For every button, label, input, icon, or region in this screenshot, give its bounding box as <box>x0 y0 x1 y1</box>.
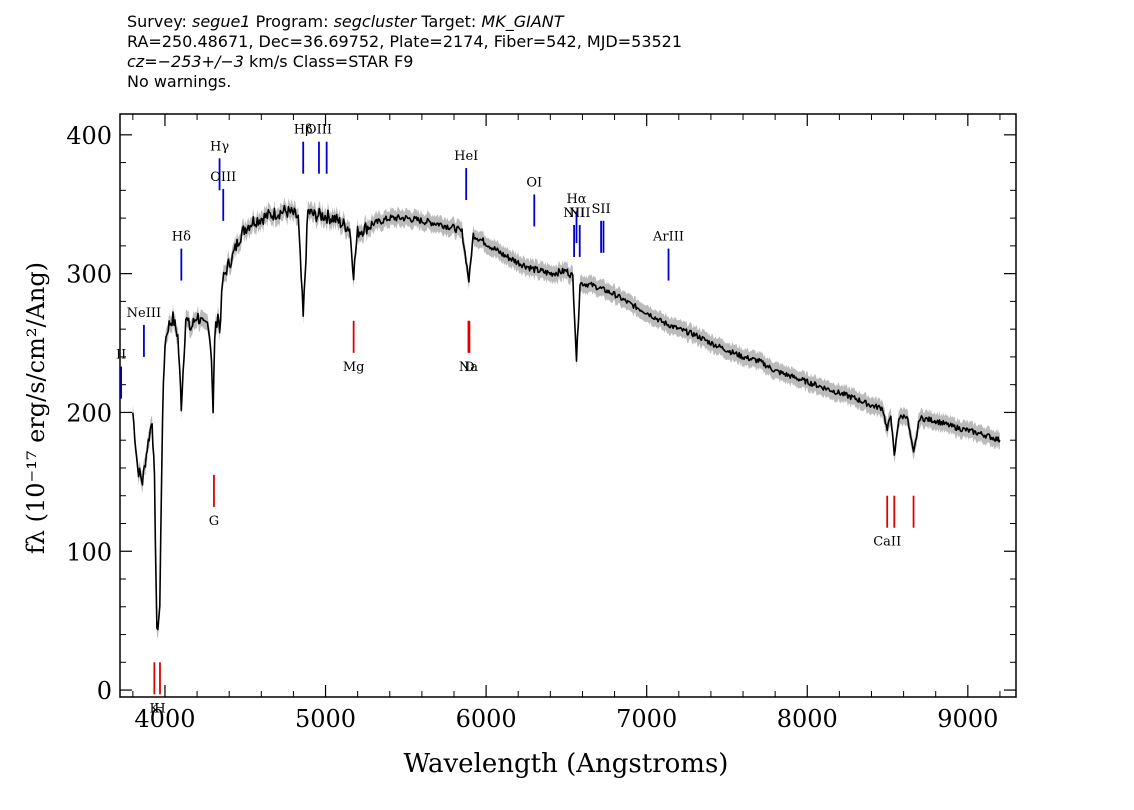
x-tick-label: 5000 <box>295 705 356 733</box>
cz-units-class: km/s Class=STAR F9 <box>249 52 414 71</box>
x-tick-label: 8000 <box>777 705 838 733</box>
emission-line-label: Hδ <box>172 230 191 245</box>
survey-label: Survey: <box>127 12 187 31</box>
absorption-line-label: Mg <box>343 360 365 375</box>
x-axis-label: Wavelength (Angstroms) <box>404 749 729 779</box>
emission-line-label: Hα <box>566 192 586 207</box>
y-tick-label: 0 <box>97 677 112 705</box>
target-value: MK_GIANT <box>481 12 564 31</box>
emission-line-label: NeIII <box>127 306 161 321</box>
plot-frame <box>119 113 1017 698</box>
target-label: Target: <box>421 12 477 31</box>
emission-line-label: NII <box>563 206 585 221</box>
emission-line-label: SII <box>591 202 610 217</box>
emission-line-label: HeI <box>454 149 478 164</box>
absorption-line-label: D <box>464 360 474 375</box>
header-line-2: RA=250.48671, Dec=36.69752, Plate=2174, … <box>127 32 683 51</box>
plot-axes: 4000 5000 6000 7000 8000 9000 0 100 200 300 400 <box>66 113 1017 733</box>
absorption-line-label: G <box>209 514 219 529</box>
y-axis-label: fλ (10⁻¹⁷ erg/s/cm²/Ang) <box>22 262 50 554</box>
header-line-1: Survey: segue1 Program: segcluster Targe… <box>127 12 682 32</box>
x-tick-label: 7000 <box>616 705 677 733</box>
emission-line-label: NII <box>569 206 591 221</box>
absorption-line-label: Na <box>459 360 478 375</box>
x-tick-label: 4000 <box>134 705 195 733</box>
cz-value: −253+/−3 <box>157 52 244 71</box>
x-tick-label: 6000 <box>456 705 517 733</box>
absorption-line-label: K <box>150 701 160 716</box>
y-tick-label: 300 <box>66 261 112 289</box>
error-band-group <box>132 197 1000 638</box>
absorption-line-label: CaII <box>873 535 901 550</box>
absorption-line-label: H <box>154 701 165 716</box>
emission-line-label: ArIII <box>652 230 684 245</box>
spectrum-line-group <box>132 204 1001 631</box>
emission-line-label: Hβ <box>294 123 313 138</box>
cz-label: cz= <box>127 52 158 71</box>
spectrum-line <box>132 204 1001 631</box>
header-line-3: cz=−253+/−3 km/s Class=STAR F9 <box>127 52 682 72</box>
emission-line-label: OI <box>526 175 542 190</box>
y-tick-label: 200 <box>66 399 112 427</box>
program-label: Program: <box>255 12 329 31</box>
error-band <box>132 197 1000 638</box>
spectrum-header: Survey: segue1 Program: segcluster Targe… <box>127 12 682 92</box>
emission-line-label: II <box>116 348 126 363</box>
emission-line-label: OIII <box>210 170 236 185</box>
survey-value: segue1 <box>191 12 251 31</box>
emission-line-label: OIII <box>306 123 332 138</box>
emission-line-label: Hγ <box>210 139 229 154</box>
program-value: segcluster <box>333 12 417 31</box>
header-line-4: No warnings. <box>127 72 232 91</box>
y-tick-label: 400 <box>66 122 112 150</box>
y-tick-label: 100 <box>66 538 112 566</box>
x-tick-label: 9000 <box>937 705 998 733</box>
